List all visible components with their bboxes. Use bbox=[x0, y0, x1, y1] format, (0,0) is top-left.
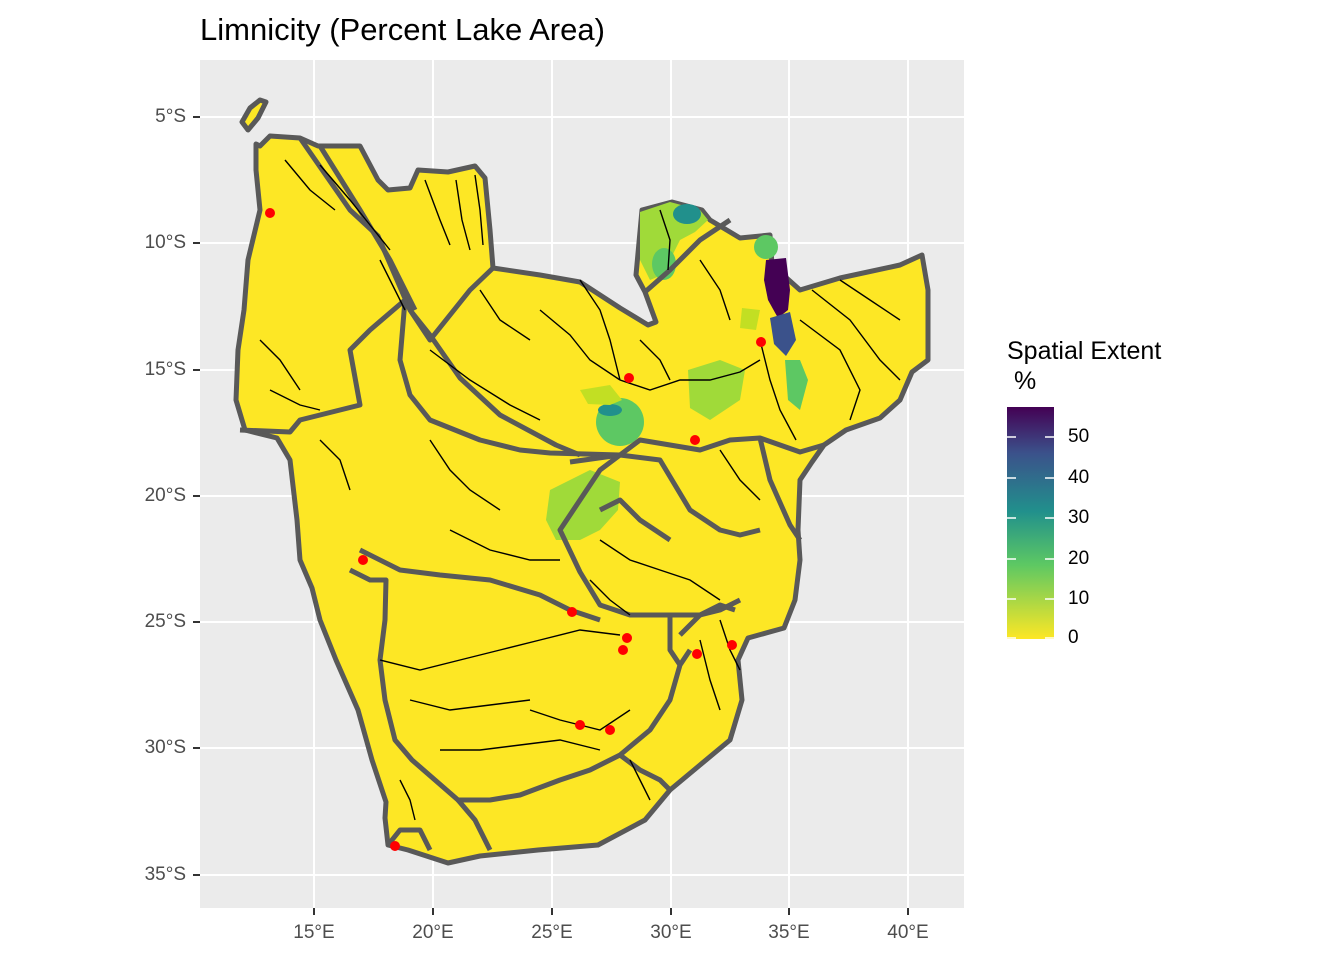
map-svg bbox=[200, 60, 964, 908]
y-tick-label: 25°S bbox=[144, 611, 186, 632]
y-tick-label: 30°S bbox=[144, 737, 186, 758]
x-tick-mark bbox=[551, 908, 553, 915]
legend-label: 50 bbox=[1068, 426, 1090, 447]
site-marker bbox=[567, 607, 577, 617]
y-tick-mark bbox=[193, 116, 200, 118]
x-tick-mark bbox=[313, 908, 315, 915]
site-markers bbox=[265, 208, 766, 851]
legend-label: 30 bbox=[1068, 507, 1090, 528]
legend-colorbar bbox=[1007, 407, 1054, 639]
site-marker bbox=[265, 208, 275, 218]
y-tick-mark bbox=[193, 242, 200, 244]
x-tick-mark bbox=[670, 908, 672, 915]
x-tick-label: 15°E bbox=[293, 922, 335, 943]
y-tick-label: 15°S bbox=[144, 359, 186, 380]
legend-label: 10 bbox=[1068, 588, 1090, 609]
y-tick-mark bbox=[193, 747, 200, 749]
legend-label: 20 bbox=[1068, 548, 1090, 569]
y-tick-mark bbox=[193, 874, 200, 876]
x-tick-label: 35°E bbox=[768, 922, 810, 943]
site-marker bbox=[618, 645, 628, 655]
legend-label: 0 bbox=[1068, 627, 1079, 648]
river-network bbox=[259, 159, 901, 821]
x-tick-mark bbox=[432, 908, 434, 915]
legend-title: Spatial Extent % bbox=[1007, 337, 1162, 395]
site-marker bbox=[727, 640, 737, 650]
map-title: Limnicity (Percent Lake Area) bbox=[200, 12, 605, 47]
y-tick-label: 35°S bbox=[144, 864, 186, 885]
y-tick-label: 10°S bbox=[144, 232, 186, 253]
x-tick-label: 40°E bbox=[887, 922, 929, 943]
x-tick-mark bbox=[788, 908, 790, 915]
site-marker bbox=[575, 720, 585, 730]
x-tick-label: 25°E bbox=[531, 922, 573, 943]
y-tick-label: 5°S bbox=[155, 106, 186, 127]
x-tick-label: 20°E bbox=[412, 922, 454, 943]
site-marker bbox=[756, 337, 766, 347]
site-marker bbox=[624, 373, 634, 383]
basin-borders bbox=[239, 136, 825, 852]
x-tick-mark bbox=[907, 908, 909, 915]
site-marker bbox=[390, 841, 400, 851]
legend-label: 40 bbox=[1068, 467, 1090, 488]
site-marker bbox=[690, 435, 700, 445]
site-marker bbox=[605, 725, 615, 735]
map-panel bbox=[200, 60, 964, 908]
y-tick-label: 20°S bbox=[144, 485, 186, 506]
y-tick-mark bbox=[193, 495, 200, 497]
site-marker bbox=[692, 649, 702, 659]
y-tick-mark bbox=[193, 621, 200, 623]
x-tick-label: 30°E bbox=[650, 922, 692, 943]
y-tick-mark bbox=[193, 369, 200, 371]
site-marker bbox=[622, 633, 632, 643]
site-marker bbox=[358, 555, 368, 565]
